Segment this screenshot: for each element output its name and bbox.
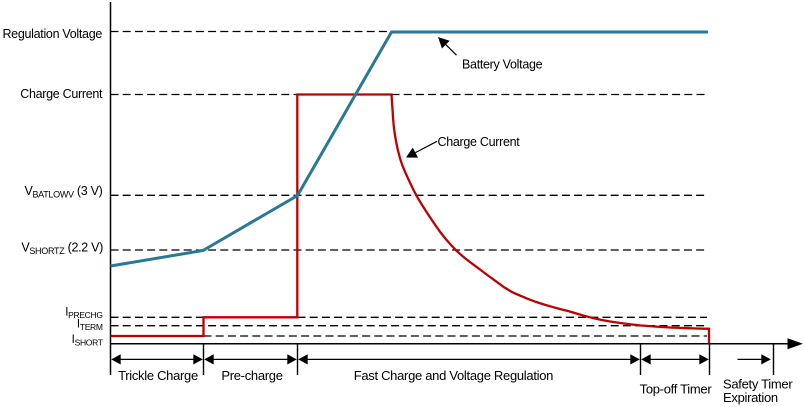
- svg-text:Safety Timer: Safety Timer: [723, 377, 793, 392]
- svg-text:Fast Charge and Voltage Regula: Fast Charge and Voltage Regulation: [354, 368, 553, 383]
- svg-text:VSHORTZ (2.2 V): VSHORTZ (2.2 V): [21, 241, 103, 257]
- svg-text:Charge Current: Charge Current: [20, 87, 103, 101]
- svg-text:Regulation Voltage: Regulation Voltage: [2, 27, 102, 41]
- svg-text:Top-off Timer: Top-off Timer: [640, 381, 713, 396]
- svg-text:Trickle Charge: Trickle Charge: [118, 368, 198, 383]
- svg-text:Expiration: Expiration: [723, 390, 778, 405]
- svg-text:Battery Voltage: Battery Voltage: [462, 58, 543, 72]
- svg-text:ISHORT: ISHORT: [72, 334, 103, 348]
- svg-text:VBATLOWV (3 V): VBATLOWV (3 V): [24, 184, 102, 200]
- svg-text:ITERM: ITERM: [77, 319, 103, 333]
- svg-text:IPRECHG: IPRECHG: [65, 307, 102, 321]
- svg-text:Pre-charge: Pre-charge: [221, 368, 282, 383]
- svg-text:Charge Current: Charge Current: [438, 135, 521, 149]
